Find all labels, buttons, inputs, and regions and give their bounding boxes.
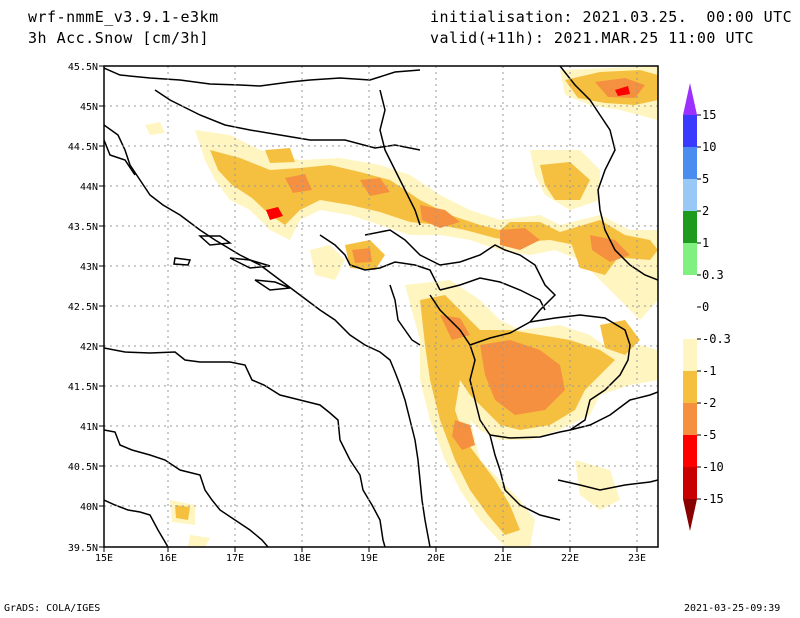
colorbar-label: -10 [702,460,724,474]
lat-label: 42.5N [68,302,98,313]
lat-label: 44N [80,182,98,193]
colorbar-label: 15 [702,108,716,122]
lon-labels: 15E 16E 17E 18E 19E 20E 21E 22E 23E [95,553,646,564]
colorbar-label: -2 [702,396,716,410]
colorbar-label: 10 [702,140,716,154]
footer-timestamp: 2021-03-25-09:39 [684,603,781,614]
valid-time: valid(+11h): 2021.MAR.25 11:00 UTC [430,29,755,47]
lat-label: 43N [80,262,98,273]
lat-label: 43.5N [68,222,98,233]
lon-label: 18E [293,553,311,564]
colorbar-label: 5 [702,172,709,186]
colorbar-segment [683,275,697,307]
lat-labels: 45.5N 45N 44.5N 44N 43.5N 43N 42.5N 42N … [68,62,98,554]
colorbar-bottom-arrow [683,499,697,531]
colorbar-label: 0 [702,300,709,314]
colorbar-labels: 15 10 5 2 1 0.3 0 -0.3 -1 -2 -5 -10 -15 [702,108,731,506]
lat-label: 40N [80,502,98,513]
colorbar-label: -0.3 [702,332,731,346]
colorbar-segment [683,211,697,243]
colorbar-label: -5 [702,428,716,442]
field-title: 3h Acc.Snow [cm/3h] [28,29,210,47]
colorbar-segment [683,147,697,179]
lon-label: 21E [494,553,512,564]
lat-label: 39.5N [68,543,98,554]
lat-label: 40.5N [68,462,98,473]
model-title: wrf-nmmE_v3.9.1-e3km [28,8,219,26]
colorbar-label: -15 [702,492,724,506]
snow-field [145,66,658,547]
colorbar-segment [683,467,697,499]
lon-label: 19E [360,553,378,564]
lat-label: 42N [80,342,98,353]
colorbar-segment [683,339,697,371]
lon-label: 22E [561,553,579,564]
colorbar-segment [683,179,697,211]
colorbar-segment [683,243,697,275]
colorbar [683,83,701,531]
lon-label: 20E [427,553,445,564]
lat-label: 45.5N [68,62,98,73]
axis-ticks [99,65,638,552]
lat-label: 44.5N [68,142,98,153]
colorbar-label: 2 [702,204,709,218]
lon-label: 16E [159,553,177,564]
colorbar-segment [683,307,697,339]
lon-label: 15E [95,553,113,564]
init-time: initialisation: 2021.03.25. 00:00 UTC [430,8,793,26]
colorbar-label: -1 [702,364,716,378]
lat-label: 41.5N [68,382,98,393]
colorbar-label: 0.3 [702,268,724,282]
gridlines [104,66,658,547]
colorbar-segment [683,435,697,467]
lat-label: 41N [80,422,98,433]
lon-label: 17E [226,553,244,564]
lon-label: 23E [628,553,646,564]
colorbar-top-arrow [683,83,697,115]
colorbar-label: 1 [702,236,709,250]
coastlines-borders [104,66,658,547]
lat-label: 45N [80,102,98,113]
colorbar-segment [683,371,697,403]
colorbar-segment [683,115,697,147]
colorbar-segment [683,403,697,435]
footer-credit: GrADS: COLA/IGES [4,603,101,614]
